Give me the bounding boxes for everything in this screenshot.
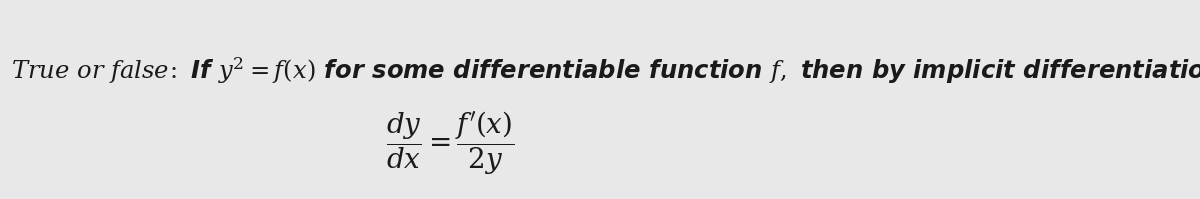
Text: $\mathit{True\ or\ false\!:}$ If $y^2 = f(x)$ for some differentiable function $: $\mathit{True\ or\ false\!:}$ If $y^2 = … <box>11 56 1200 86</box>
Text: $\dfrac{dy}{dx} = \dfrac{f'(x)}{2y}$: $\dfrac{dy}{dx} = \dfrac{f'(x)}{2y}$ <box>385 109 514 177</box>
